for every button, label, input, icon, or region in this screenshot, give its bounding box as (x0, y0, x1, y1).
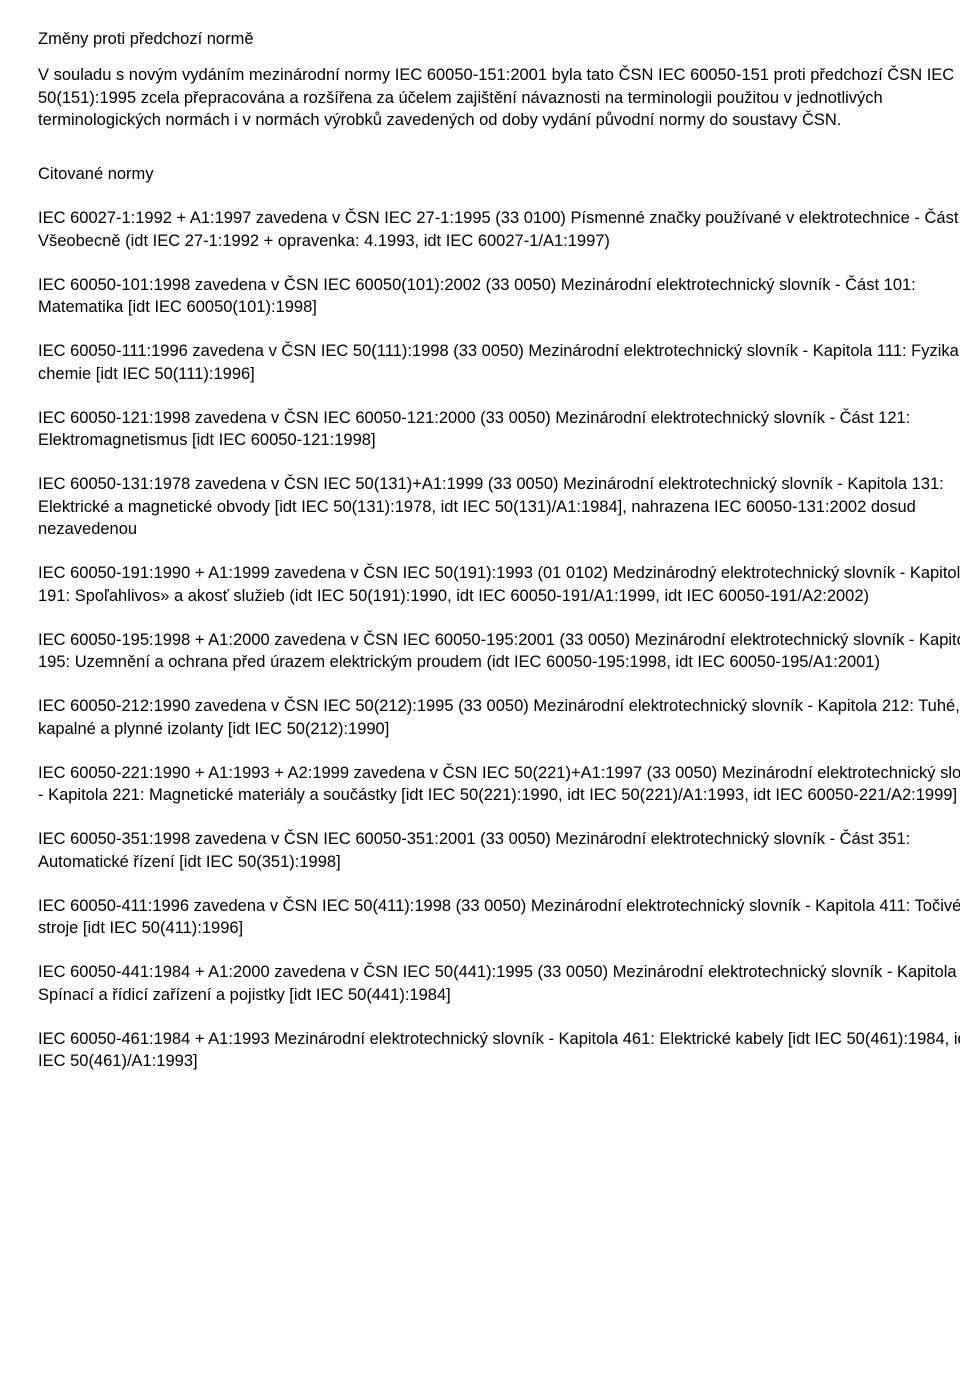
reference-item: IEC 60050-111:1996 zavedena v ČSN IEC 50… (38, 340, 960, 385)
reference-item: IEC 60050-411:1996 zavedena v ČSN IEC 50… (38, 895, 960, 940)
section-heading-cited-norms: Citované normy (38, 163, 960, 185)
reference-item: IEC 60027-1:1992 + A1:1997 zavedena v ČS… (38, 207, 960, 252)
reference-item: IEC 60050-131:1978 zavedena v ČSN IEC 50… (38, 473, 960, 540)
reference-item: IEC 60050-212:1990 zavedena v ČSN IEC 50… (38, 695, 960, 740)
reference-item: IEC 60050-195:1998 + A1:2000 zavedena v … (38, 629, 960, 674)
reference-item: IEC 60050-461:1984 + A1:1993 Mezinárodní… (38, 1028, 960, 1073)
reference-item: IEC 60050-221:1990 + A1:1993 + A2:1999 z… (38, 762, 960, 807)
reference-item: IEC 60050-351:1998 zavedena v ČSN IEC 60… (38, 828, 960, 873)
reference-item: IEC 60050-101:1998 zavedena v ČSN IEC 60… (38, 274, 960, 319)
reference-item: IEC 60050-121:1998 zavedena v ČSN IEC 60… (38, 407, 960, 452)
reference-item: IEC 60050-441:1984 + A1:2000 zavedena v … (38, 961, 960, 1006)
section-heading-changes: Změny proti předchozí normě (38, 28, 960, 50)
intro-paragraph: V souladu s novým vydáním mezinárodní no… (38, 64, 960, 131)
reference-item: IEC 60050-191:1990 + A1:1999 zavedena v … (38, 562, 960, 607)
